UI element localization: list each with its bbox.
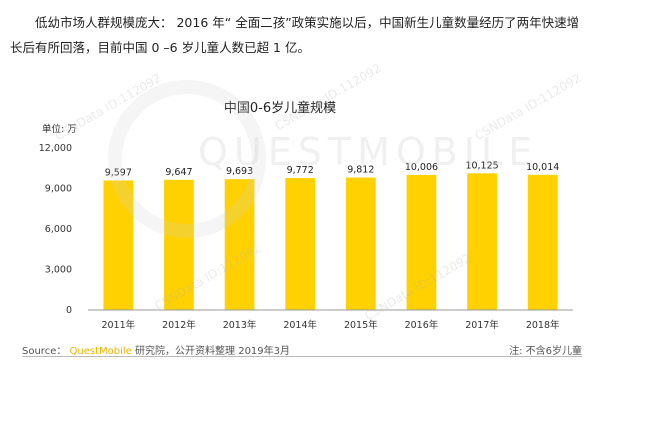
bar-chart: 中国0-6岁儿童规模 单位: 万 03,0006,0009,00012,000 … <box>39 100 573 331</box>
intro-line-2: 长后有所回落，目前中国 0 –6 岁儿童人数已超 1 亿。 <box>10 40 310 55</box>
bar-2017年 <box>467 173 497 310</box>
x-tick-label: 2011年 <box>101 319 135 331</box>
bar-value-label: 9,772 <box>287 165 314 176</box>
source-prefix: Source： <box>22 346 67 357</box>
source-brand: QuestMobile <box>69 346 132 357</box>
y-tick-label: 6,000 <box>45 224 72 235</box>
x-tick-label: 2018年 <box>526 319 560 331</box>
y-tick-label: 12,000 <box>39 143 72 154</box>
footer-divider <box>22 356 582 357</box>
x-tick-label: 2015年 <box>344 319 378 331</box>
footnote: 注: 不含6岁儿童 <box>509 346 582 357</box>
watermark-logo: QUESTMOBILE <box>198 130 539 174</box>
bar-value-label: 10,006 <box>405 162 438 173</box>
y-axis: 0 3,000 6,000 9,000 12,000 <box>39 143 72 316</box>
bar-2016年 <box>406 174 437 310</box>
bar-value-label: 10,125 <box>465 160 498 171</box>
chart-title: 中国0-6岁儿童规模 <box>224 100 336 116</box>
x-tick-label: 2014年 <box>283 319 317 331</box>
intro-line-1: 低幼市场人群规模庞大： 2016 年“ 全面二孩”政策实施以后，中国新生儿童数量… <box>35 15 580 30</box>
chart-figure: QUESTMOBILE CSNData ID:112092 CSNData ID… <box>28 61 588 360</box>
unit-label: 单位: 万 <box>42 123 77 135</box>
bar-value-label: 10,014 <box>526 162 559 173</box>
bar-2014年 <box>285 178 316 310</box>
bar-value-label: 9,812 <box>347 165 374 176</box>
x-tick-label: 2012年 <box>162 319 196 331</box>
intro-text: 低幼市场人群规模庞大： 2016 年“ 全面二孩”政策实施以后，中国新生儿童数量… <box>10 10 630 60</box>
source-suffix: 研究院，公开资料整理 2019年3月 <box>135 346 291 357</box>
bar-2018年 <box>527 174 558 310</box>
x-tick-label: 2016年 <box>405 319 439 331</box>
x-axis: 2011年 2012年 2013年 2014年 2015年 2016年 2017年 2018年 <box>88 309 573 331</box>
bar-2015年 <box>345 177 376 310</box>
chart-footer: Source： QuestMobile 研究院，公开资料整理 2019年3月 注… <box>22 342 582 357</box>
x-tick-label: 2017年 <box>465 319 499 331</box>
x-tick-label: 2013年 <box>223 319 257 331</box>
y-tick-label: 0 <box>66 305 72 316</box>
y-tick-label: 9,000 <box>45 184 72 195</box>
y-tick-label: 3,000 <box>45 265 72 276</box>
